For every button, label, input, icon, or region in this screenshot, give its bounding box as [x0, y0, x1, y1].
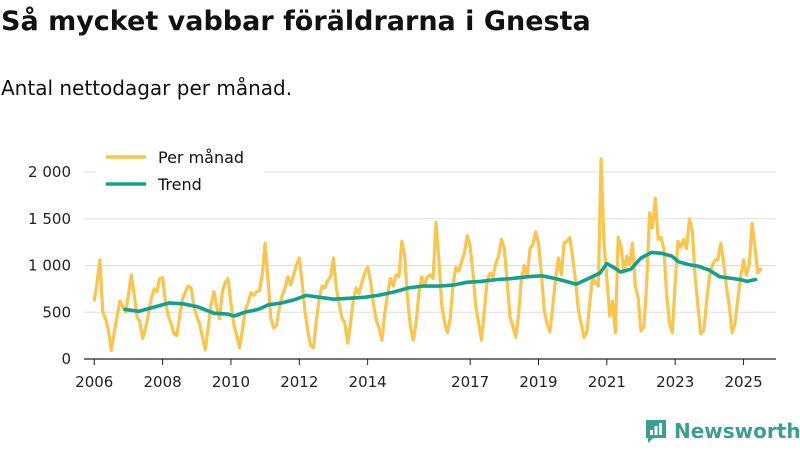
y-tick-label: 500	[42, 303, 71, 321]
series-line-trend	[123, 250, 758, 318]
y-axis-ticks: 0 500 1 000 1 500 2 000	[28, 163, 71, 368]
chart-title: Så mycket vabbar föräldrarna i Gnesta	[1, 6, 591, 37]
x-tick-label: 2014	[349, 373, 387, 391]
brand-logo: Newsworthy	[644, 418, 800, 444]
x-tick-label: 2010	[212, 373, 250, 391]
x-tick-label: 2006	[75, 373, 113, 391]
y-tick-label: 1 500	[28, 210, 71, 228]
x-tick-label: 2019	[519, 373, 557, 391]
legend-label-per-manad: Per månad	[158, 148, 244, 167]
newsworthy-logo-icon	[646, 420, 666, 443]
x-tick-label: 2017	[451, 373, 489, 391]
legend-label-trend: Trend	[157, 175, 202, 194]
legend: Per månad Trend	[96, 146, 264, 202]
x-tick-label: 2008	[144, 373, 182, 391]
x-axis-ticks: 2006 2008 2010 2012 2014 2017 2019 2021 2023 2025	[75, 359, 763, 391]
brand-name: Newsworthy	[674, 419, 800, 443]
x-tick-label: 2021	[588, 373, 626, 391]
y-tick-label: 0	[61, 350, 71, 368]
x-tick-label: 2012	[280, 373, 318, 391]
chart-subtitle: Antal nettodagar per månad.	[1, 76, 293, 100]
y-tick-label: 1 000	[28, 257, 71, 275]
x-tick-label: 2025	[724, 373, 762, 391]
x-tick-label: 2023	[656, 373, 694, 391]
series-line-per-manad	[92, 157, 763, 353]
y-tick-label: 2 000	[28, 163, 71, 181]
